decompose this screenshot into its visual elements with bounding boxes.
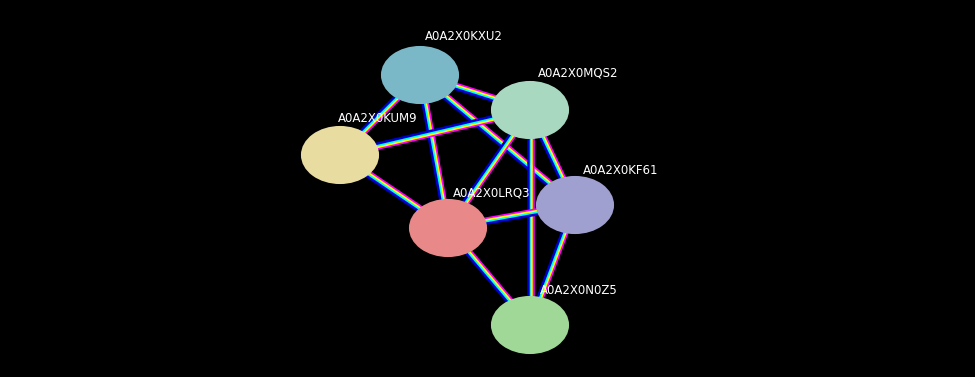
Text: A0A2X0KXU2: A0A2X0KXU2 (425, 30, 503, 43)
Ellipse shape (382, 47, 458, 103)
Text: A0A2X0N0Z5: A0A2X0N0Z5 (540, 284, 618, 297)
Text: A0A2X0MQS2: A0A2X0MQS2 (538, 67, 618, 80)
Ellipse shape (302, 127, 378, 183)
Ellipse shape (410, 200, 486, 256)
Ellipse shape (492, 82, 568, 138)
Ellipse shape (537, 177, 613, 233)
Text: A0A2X0KUM9: A0A2X0KUM9 (338, 112, 417, 125)
Ellipse shape (492, 297, 568, 353)
Text: A0A2X0LRQ3: A0A2X0LRQ3 (453, 187, 530, 200)
Text: A0A2X0KF61: A0A2X0KF61 (583, 164, 658, 177)
